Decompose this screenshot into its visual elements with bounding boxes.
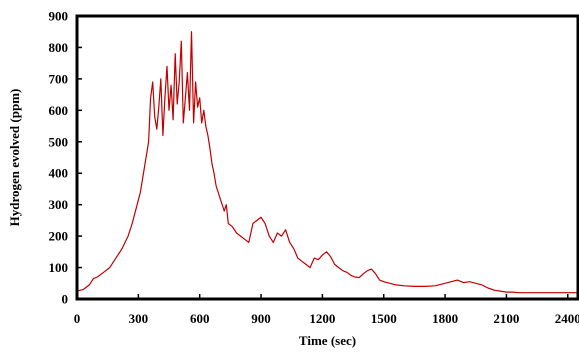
x-tick-label: 1500 [371, 311, 397, 326]
y-tick-label: 0 [62, 292, 69, 307]
y-tick-label: 900 [49, 9, 69, 24]
y-axis-ticks: 0 100 200 300 400 500 600 700 800 900 [49, 9, 82, 307]
y-tick-label: 500 [49, 134, 69, 149]
x-tick-label: 300 [129, 311, 149, 326]
x-tick-label: 1800 [432, 311, 458, 326]
x-tick-label: 2100 [493, 311, 519, 326]
plot-area-frame [75, 14, 579, 301]
x-tick-label: 2400 [555, 311, 579, 326]
y-tick-label: 400 [49, 166, 69, 181]
y-tick-label: 700 [49, 71, 69, 86]
x-tick-label: 1200 [309, 311, 335, 326]
y-tick-label: 100 [49, 260, 69, 275]
x-tick-label: 0 [74, 311, 81, 326]
x-tick-label: 600 [190, 311, 210, 326]
y-tick-label: 600 [49, 103, 69, 118]
x-axis-title: Time (sec) [299, 333, 356, 348]
y-tick-label: 800 [49, 40, 69, 55]
series-layer [76, 31, 578, 294]
series-line-0 [76, 31, 578, 294]
y-tick-label: 300 [49, 197, 69, 212]
x-axis-ticks: 0 300 600 900 1200 1500 1800 2100 2400 [74, 294, 579, 326]
x-tick-label: 900 [251, 311, 271, 326]
y-axis-title: Hydrogen evolved (ppm) [7, 89, 22, 227]
y-tick-label: 200 [49, 229, 69, 244]
